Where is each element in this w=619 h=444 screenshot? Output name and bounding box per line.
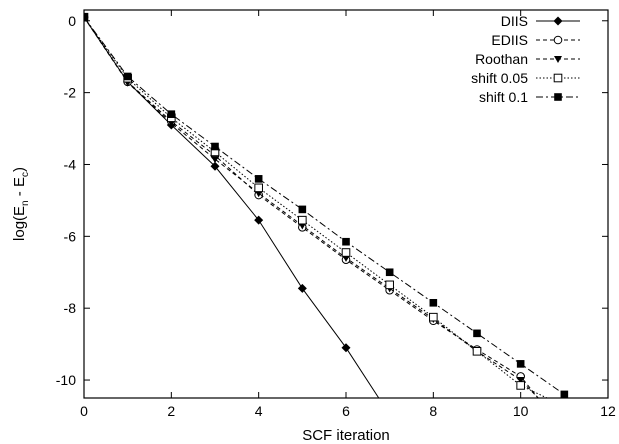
legend-marker [553, 16, 563, 26]
x-tick-label: 8 [429, 403, 437, 419]
y-axis-label-main: log(E [11, 206, 28, 241]
data-point [342, 237, 350, 246]
x-tick-label: 0 [80, 403, 88, 419]
data-point [385, 268, 394, 277]
legend-marker [554, 93, 562, 101]
y-tick-label: -2 [64, 85, 77, 101]
data-point [429, 312, 438, 322]
data-point [472, 346, 482, 356]
data-point [123, 72, 132, 81]
legend-label: shift 0.05 [471, 70, 528, 86]
data-point [254, 183, 263, 193]
data-point [429, 298, 438, 307]
legend-marker [553, 35, 563, 45]
y-tick-label: -10 [56, 372, 76, 388]
y-tick-label: -6 [64, 228, 77, 244]
series-shift-0-1 [84, 13, 569, 398]
data-point [298, 205, 307, 214]
y-tick-label: -8 [64, 300, 77, 316]
y-axis-label-end: ) [11, 167, 28, 172]
data-point [516, 381, 525, 390]
plot-area-frame [83, 9, 609, 399]
legend-item: shift 0.1 [479, 89, 580, 105]
axis-ticks: 0 2 4 6 8 10 12 0 -2 -4 -6 -8 -10 [56, 10, 616, 419]
series-line [84, 16, 565, 395]
y-axis-label-mid: - E [11, 177, 28, 200]
legend: DIIS EDIIS Roothan shift 0.05 shift 0.1 [471, 13, 580, 105]
legend-item: EDIIS [491, 32, 580, 48]
data-point [167, 110, 176, 118]
data-point [341, 343, 351, 353]
legend-marker [554, 56, 562, 63]
legend-label: DIIS [501, 13, 528, 29]
series-line [84, 16, 539, 398]
data-point [516, 377, 525, 385]
data-point [341, 248, 351, 257]
data-point [473, 329, 481, 338]
series-line [84, 16, 539, 398]
x-axis-label: SCF iteration [302, 427, 390, 444]
y-axis-label-sub-c: c [20, 172, 31, 177]
x-tick-label: 6 [342, 403, 350, 419]
legend-label: shift 0.1 [479, 89, 528, 105]
data-point [254, 215, 264, 225]
data-point [254, 175, 263, 183]
x-tick-label: 12 [600, 403, 616, 419]
series-roothan [84, 14, 539, 398]
data-point [84, 13, 88, 21]
series-diis [84, 12, 380, 398]
y-tick-label: 0 [68, 13, 76, 29]
data-point [298, 215, 307, 225]
data-point [297, 283, 307, 293]
x-tick-label: 2 [167, 403, 175, 419]
legend-item: DIIS [501, 13, 580, 29]
legend-item: shift 0.05 [471, 70, 580, 86]
series-ediis [84, 12, 539, 398]
series-layer [84, 12, 569, 398]
legend-marker [553, 73, 563, 83]
legend-label: EDIIS [491, 32, 528, 48]
data-point [211, 142, 219, 151]
data-point [516, 360, 525, 368]
legend-item: Roothan [475, 51, 580, 67]
x-tick-label: 4 [255, 403, 263, 419]
series-line [84, 16, 380, 398]
data-point [385, 280, 394, 290]
x-tick-label: 10 [513, 403, 529, 419]
data-point [210, 161, 220, 171]
data-point [211, 156, 219, 164]
y-tick-label: -4 [64, 156, 77, 172]
y-axis-label-sub-n: n [20, 200, 31, 206]
legend-label: Roothan [475, 51, 528, 67]
data-point [560, 390, 569, 398]
y-axis-label: log(En - Ec) [11, 167, 31, 241]
